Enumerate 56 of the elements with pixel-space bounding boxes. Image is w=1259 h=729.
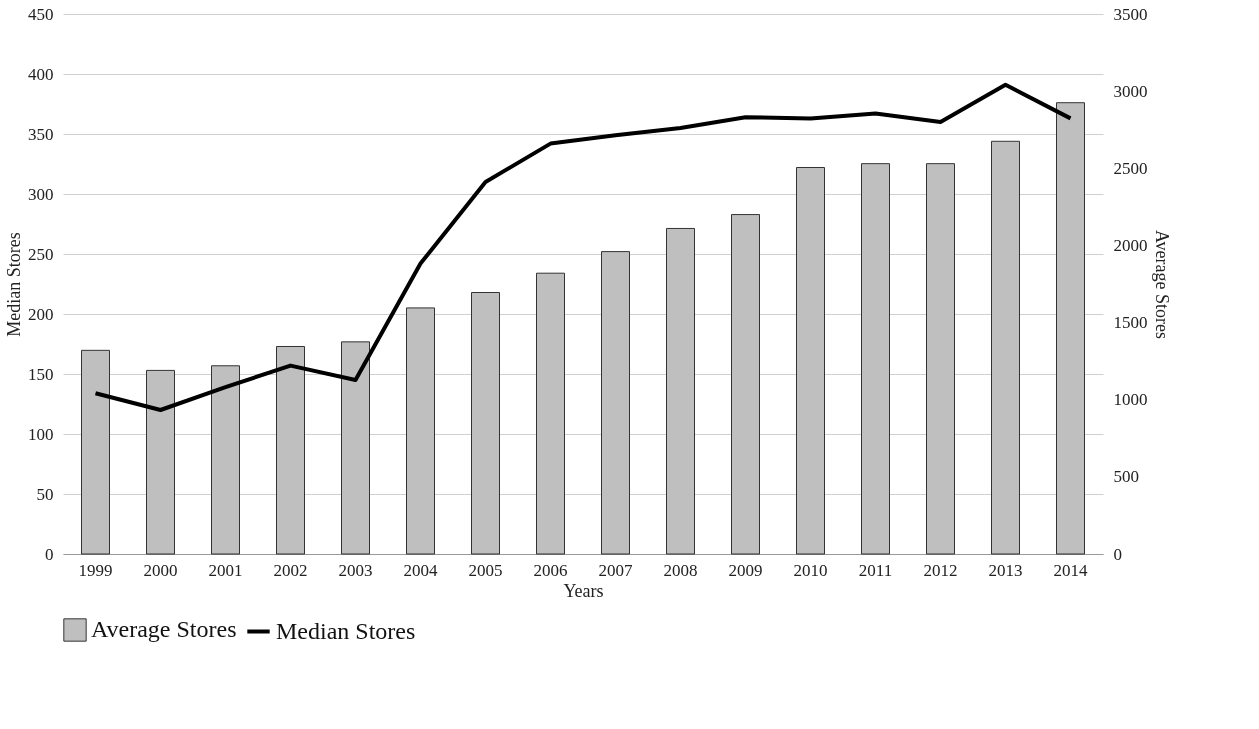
x-tick-label: 2010 [793, 560, 828, 580]
x-axis-title: Years [563, 580, 604, 601]
bar [146, 369, 175, 555]
bar [276, 345, 305, 555]
y-tick-label: 0 [45, 544, 54, 564]
bar [536, 272, 565, 555]
y-tick-label: 350 [28, 124, 54, 144]
y2-tick-label: 1500 [1113, 313, 1148, 333]
x-tick-label: 1999 [78, 560, 113, 580]
x-tick-label: 2006 [533, 560, 568, 580]
bar [991, 140, 1020, 555]
y-tick-label: 200 [28, 304, 54, 324]
bar [666, 227, 695, 555]
y-tick-label: 250 [28, 244, 54, 264]
y-tick-label: 50 [36, 484, 54, 504]
x-tick-label: 2001 [208, 560, 243, 580]
x-tick-label: 2003 [338, 560, 373, 580]
y-tick-label: 150 [28, 364, 54, 384]
bar [211, 365, 240, 555]
x-tick-label: 2012 [923, 560, 958, 580]
line-series [93, 82, 1073, 412]
bar [471, 291, 500, 555]
y2-tick-label: 3500 [1113, 4, 1148, 24]
y-tick-label: 300 [28, 184, 54, 204]
y2-tick-label: 2000 [1113, 235, 1148, 255]
bar [601, 251, 630, 555]
x-tick-label: 2004 [403, 560, 438, 580]
x-tick-label: 2007 [598, 560, 633, 580]
x-tick-label: 2013 [988, 560, 1023, 580]
bar [926, 163, 955, 555]
bar [861, 163, 890, 555]
x-tick-label: 2002 [273, 560, 308, 580]
x-tick-label: 2014 [1053, 560, 1088, 580]
x-tick-label: 2011 [858, 560, 893, 580]
x-tick-label: 2000 [143, 560, 178, 580]
x-tick-label: 2009 [728, 560, 763, 580]
y2-tick-label: 0 [1113, 544, 1122, 564]
bar [81, 349, 110, 555]
legend-label: Average Stores [91, 616, 237, 642]
x-tick-label: 2008 [663, 560, 698, 580]
y2-tick-label: 2500 [1113, 158, 1148, 178]
bar [1056, 102, 1085, 555]
y-tick-label: 400 [28, 64, 54, 84]
bar [796, 167, 825, 555]
y2-axis-title: Average Stores [1151, 229, 1172, 340]
y2-tick-label: 3000 [1113, 81, 1148, 101]
legend-label: Median Stores [276, 617, 416, 644]
bar [406, 307, 435, 555]
bar [341, 341, 370, 555]
y2-tick-label: 500 [1113, 467, 1139, 487]
y2-tick-label: 1000 [1113, 390, 1148, 410]
x-tick-label: 2005 [468, 560, 503, 580]
bar [731, 214, 760, 555]
y-axis-title: Median Stores [4, 232, 24, 337]
y-tick-label: 450 [28, 4, 54, 24]
y-tick-label: 100 [28, 424, 54, 444]
